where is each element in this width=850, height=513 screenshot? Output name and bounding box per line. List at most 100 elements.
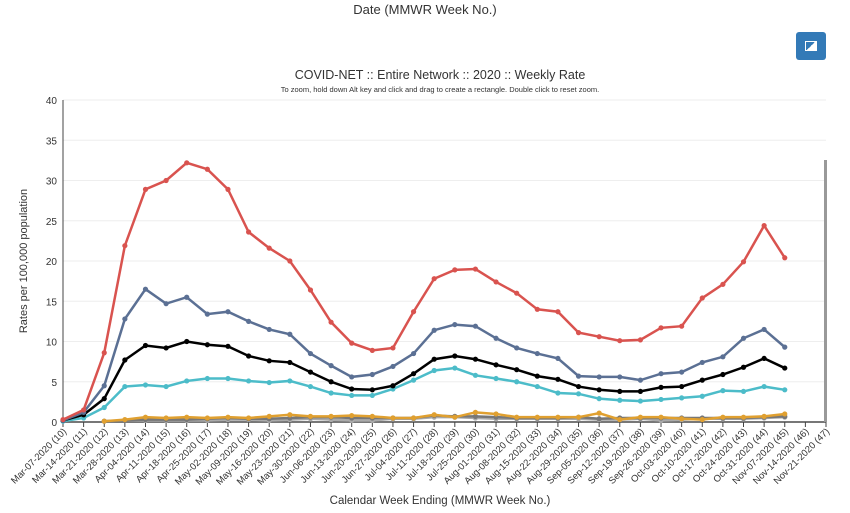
data-point[interactable] (122, 243, 128, 249)
data-point[interactable] (163, 415, 169, 421)
data-point[interactable] (266, 326, 272, 333)
data-point[interactable] (328, 390, 334, 396)
data-point[interactable] (225, 375, 231, 382)
data-point[interactable] (596, 410, 602, 416)
data-point[interactable] (349, 374, 355, 380)
data-point[interactable] (637, 337, 644, 343)
data-point[interactable] (617, 416, 623, 423)
data-point[interactable] (720, 371, 726, 378)
scrollbar[interactable] (824, 160, 827, 422)
data-point[interactable] (679, 323, 685, 329)
data-point[interactable] (720, 281, 726, 287)
data-point[interactable] (761, 383, 767, 390)
data-point[interactable] (245, 415, 252, 421)
data-point[interactable] (555, 376, 561, 382)
data-point[interactable] (307, 413, 314, 419)
data-point[interactable] (266, 245, 272, 251)
data-point[interactable] (369, 392, 375, 399)
data-point[interactable] (287, 412, 293, 418)
data-point[interactable] (204, 415, 210, 421)
data-point[interactable] (163, 301, 169, 307)
data-point[interactable] (307, 383, 314, 390)
data-point[interactable] (679, 395, 685, 401)
data-point[interactable] (472, 266, 479, 272)
data-point[interactable] (163, 345, 169, 351)
data-point[interactable] (761, 413, 767, 419)
data-point[interactable] (534, 383, 540, 390)
data-point[interactable] (514, 290, 520, 296)
data-point[interactable] (184, 338, 190, 345)
data-point[interactable] (163, 383, 169, 390)
data-point[interactable] (617, 388, 623, 395)
data-point[interactable] (637, 388, 644, 395)
data-point[interactable] (472, 323, 479, 329)
data-point[interactable] (472, 372, 479, 378)
data-point[interactable] (555, 355, 561, 362)
data-point[interactable] (307, 287, 314, 293)
data-point[interactable] (369, 413, 375, 419)
data-point[interactable] (514, 414, 520, 420)
data-point[interactable] (493, 279, 499, 285)
data-point[interactable] (81, 407, 87, 413)
data-point[interactable] (596, 416, 602, 422)
data-point[interactable] (101, 418, 107, 424)
data-point[interactable] (287, 331, 293, 337)
data-point[interactable] (245, 229, 252, 235)
data-point[interactable] (349, 412, 355, 419)
data-point[interactable] (555, 390, 561, 396)
data-point[interactable] (204, 166, 210, 172)
data-point[interactable] (452, 267, 458, 273)
data-point[interactable] (225, 343, 231, 349)
data-point[interactable] (101, 383, 107, 389)
data-point[interactable] (390, 383, 396, 389)
data-point[interactable] (782, 411, 788, 417)
data-point[interactable] (575, 373, 582, 379)
data-point[interactable] (266, 413, 272, 419)
data-point[interactable] (782, 387, 788, 393)
data-point[interactable] (307, 350, 314, 357)
data-point[interactable] (410, 415, 417, 421)
data-point[interactable] (493, 335, 499, 341)
data-point[interactable] (740, 364, 747, 370)
data-point[interactable] (225, 309, 231, 315)
data-point[interactable] (266, 358, 272, 364)
data-point[interactable] (287, 359, 293, 366)
data-point[interactable] (245, 353, 252, 359)
series-line-2[interactable] (62, 340, 786, 422)
data-point[interactable] (452, 353, 458, 359)
data-point[interactable] (101, 396, 107, 402)
data-point[interactable] (410, 377, 417, 383)
data-point[interactable] (349, 392, 355, 399)
data-point[interactable] (596, 396, 602, 402)
data-point[interactable] (307, 369, 314, 375)
data-point[interactable] (328, 413, 334, 419)
data-point[interactable] (390, 415, 396, 421)
data-point[interactable] (699, 377, 705, 383)
data-point[interactable] (699, 295, 705, 301)
data-point[interactable] (617, 338, 623, 344)
data-point[interactable] (184, 160, 190, 166)
data-point[interactable] (617, 374, 623, 380)
data-point[interactable] (575, 383, 582, 390)
data-point[interactable] (720, 414, 726, 420)
data-point[interactable] (740, 335, 747, 341)
data-point[interactable] (349, 386, 355, 392)
data-point[interactable] (431, 356, 437, 362)
data-point[interactable] (328, 319, 334, 325)
data-point[interactable] (679, 383, 685, 390)
data-point[interactable] (575, 391, 582, 397)
data-point[interactable] (658, 396, 664, 403)
data-point[interactable] (596, 374, 602, 380)
data-point[interactable] (534, 306, 540, 312)
data-point[interactable] (452, 365, 458, 371)
data-point[interactable] (679, 369, 685, 375)
data-point[interactable] (245, 378, 252, 384)
data-point[interactable] (328, 363, 334, 369)
data-point[interactable] (720, 354, 726, 360)
data-point[interactable] (493, 411, 499, 417)
data-point[interactable] (514, 379, 520, 385)
data-point[interactable] (369, 371, 375, 378)
data-point[interactable] (287, 258, 293, 264)
data-point[interactable] (184, 294, 190, 300)
data-point[interactable] (225, 186, 231, 192)
